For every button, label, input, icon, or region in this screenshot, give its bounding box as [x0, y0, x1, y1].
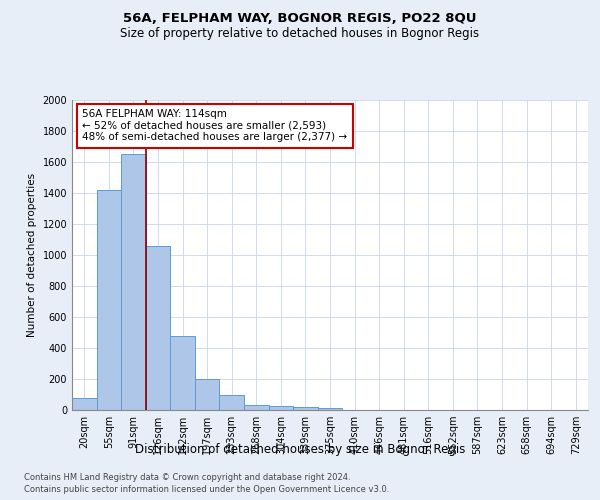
- Bar: [146, 246, 170, 410]
- Bar: [293, 407, 318, 410]
- Text: Distribution of detached houses by size in Bognor Regis: Distribution of detached houses by size …: [135, 442, 465, 456]
- Y-axis label: Number of detached properties: Number of detached properties: [27, 173, 37, 337]
- Text: Contains HM Land Registry data © Crown copyright and database right 2024.: Contains HM Land Registry data © Crown c…: [24, 472, 350, 482]
- Bar: [121, 154, 146, 410]
- Text: Size of property relative to detached houses in Bognor Regis: Size of property relative to detached ho…: [121, 28, 479, 40]
- Text: 56A FELPHAM WAY: 114sqm
← 52% of detached houses are smaller (2,593)
48% of semi: 56A FELPHAM WAY: 114sqm ← 52% of detache…: [82, 110, 347, 142]
- Text: Contains public sector information licensed under the Open Government Licence v3: Contains public sector information licen…: [24, 485, 389, 494]
- Bar: [72, 398, 97, 410]
- Text: 56A, FELPHAM WAY, BOGNOR REGIS, PO22 8QU: 56A, FELPHAM WAY, BOGNOR REGIS, PO22 8QU: [123, 12, 477, 26]
- Bar: [170, 336, 195, 410]
- Bar: [269, 406, 293, 410]
- Bar: [97, 190, 121, 410]
- Bar: [220, 394, 244, 410]
- Bar: [195, 379, 220, 410]
- Bar: [244, 404, 269, 410]
- Bar: [318, 408, 342, 410]
